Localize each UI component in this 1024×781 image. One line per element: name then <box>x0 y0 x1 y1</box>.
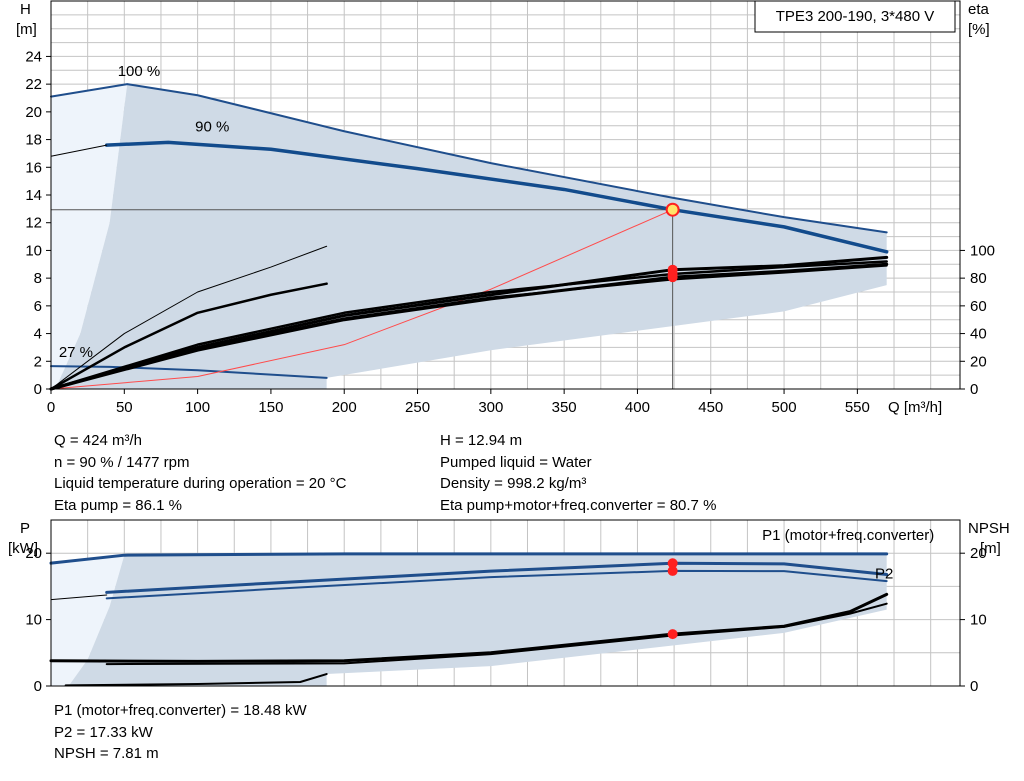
head-efficiency-chart: 0 50 100 150 200 250 300 350 400 450 500 550 Q [m³/h… <box>16 0 995 416</box>
x-tick-label: 500 <box>772 399 797 416</box>
curve-p1_op <box>105 561 889 594</box>
curve-eta_total_100 <box>50 264 888 390</box>
x-tick-label: 50 <box>116 399 133 416</box>
operating-point-marker <box>665 202 680 217</box>
info-npsh: NPSH = 7.81 m <box>54 745 159 762</box>
info-density: Density = 998.2 kg/m³ <box>440 475 587 492</box>
y-tick-label: 14 <box>25 187 42 204</box>
y-tick-label: 4 <box>34 326 42 343</box>
curve-eta_27_b <box>50 245 328 390</box>
curve-npsh <box>49 592 889 663</box>
y-tick-label: 0 <box>34 678 42 695</box>
y-tick-label: 20 <box>25 104 42 121</box>
y-tick-label: 6 <box>34 298 42 315</box>
curve-eta_27_a <box>49 282 328 391</box>
x-tick-label: 200 <box>332 399 357 416</box>
y2-tick-label: 0 <box>970 381 978 398</box>
power-npsh-chart: 0 10 20 0 10 20 P [kW] NPSH [m] P1 (motor+freq.con… <box>8 519 1010 695</box>
y2-tick-label: 20 <box>970 353 987 370</box>
y-tick-label: 18 <box>25 132 42 149</box>
curve-h_op <box>104 140 889 254</box>
y2-axis-label: NPSH <box>968 520 1010 537</box>
curve-h_ext <box>50 144 108 157</box>
info-top-left: Q = 424 m³/h n = 90 % / 1477 rpm Liquid … <box>54 430 346 516</box>
y2-tick-label: 20 <box>970 545 987 562</box>
x-tick-label: 250 <box>405 399 430 416</box>
curve-eta_total_op <box>49 262 889 391</box>
plot-frame <box>50 519 961 687</box>
info-speed: n = 90 % / 1477 rpm <box>54 453 190 471</box>
y2-tick-label: 80 <box>970 270 987 287</box>
y2-tick-label: 10 <box>970 612 987 629</box>
y-axis-label: P <box>20 520 30 537</box>
y-tick-label: 10 <box>25 242 42 259</box>
eta-total-marker <box>667 272 678 283</box>
y2-axis-label: eta <box>968 1 990 18</box>
x-tick-label: 550 <box>845 399 870 416</box>
y-tick-label: 22 <box>25 76 42 93</box>
curve-h_max <box>50 83 888 234</box>
y2-axis-unit: [%] <box>968 21 990 38</box>
y-tick-label: 12 <box>25 215 42 232</box>
curve-system_curve <box>50 209 674 390</box>
x-tick-label: 450 <box>698 399 723 416</box>
x-tick-label: 0 <box>47 399 55 416</box>
info-eta-total: Eta pump+motor+freq.converter = 80.7 % <box>440 496 717 514</box>
x-tick-label: 400 <box>625 399 650 416</box>
info-bottom: P1 (motor+freq.converter) = 18.48 kW P2 … <box>54 700 307 765</box>
info-liquid-temp: Liquid temperature during operation = 20… <box>54 475 347 492</box>
x-axis-label: Q [m³/h] <box>888 399 942 416</box>
curve-label: 100 % <box>118 63 161 80</box>
info-h: H = 12.94 m <box>440 432 523 449</box>
y-tick-label: 16 <box>25 159 42 176</box>
info-p2: P2 = 17.33 kW <box>54 723 153 741</box>
y-tick-label: 24 <box>25 48 42 65</box>
x-tick-label: 350 <box>552 399 577 416</box>
y-tick-label: 10 <box>25 612 42 629</box>
y-axis-unit: [m] <box>16 21 37 38</box>
curve-label: 90 % <box>195 118 229 135</box>
curve-p1_max <box>49 552 889 565</box>
x-tick-label: 100 <box>185 399 210 416</box>
y2-axis-unit: [m] <box>980 540 1001 557</box>
y2-tick-label: 100 <box>970 242 995 259</box>
curve-p_min <box>64 673 328 687</box>
x-tick-label: 300 <box>478 399 503 416</box>
p2-marker <box>667 565 678 576</box>
y-tick-label: 0 <box>34 381 42 398</box>
envelope <box>68 553 887 686</box>
envelope <box>55 84 887 390</box>
curve-eta_pump_op <box>49 255 889 391</box>
y-tick-label: 2 <box>34 353 42 370</box>
chart-title: TPE3 200-190, 3*480 V <box>776 8 934 25</box>
curve-p2_op <box>105 569 888 600</box>
curve-label: P2 <box>875 565 893 582</box>
title-box <box>754 0 956 33</box>
p1-marker <box>667 558 678 569</box>
curve-p_ext <box>50 594 108 601</box>
y-axis-label: H <box>20 1 31 18</box>
info-top-right: H = 12.94 m Pumped liquid = Water Densit… <box>440 430 716 516</box>
y-axis-unit: [kW] <box>8 540 38 557</box>
y-tick-label: 20 <box>25 545 42 562</box>
curve-label: 27 % <box>59 344 93 361</box>
y2-tick-label: 0 <box>970 678 978 695</box>
x-tick-label: 150 <box>258 399 283 416</box>
y2-tick-label: 40 <box>970 326 987 343</box>
npsh-marker <box>667 629 678 640</box>
info-p1: P1 (motor+freq.converter) = 18.48 kW <box>54 702 307 719</box>
info-eta-pump: Eta pump = 86.1 % <box>54 496 182 514</box>
info-pumped-liquid: Pumped liquid = Water <box>440 453 592 471</box>
y-tick-label: 8 <box>34 270 42 287</box>
envelope-light <box>51 84 128 390</box>
y2-tick-label: 60 <box>970 298 987 315</box>
curve-label: P1 (motor+freq.converter) <box>762 527 934 544</box>
envelope-light <box>51 555 125 686</box>
info-q: Q = 424 m³/h <box>54 432 142 449</box>
